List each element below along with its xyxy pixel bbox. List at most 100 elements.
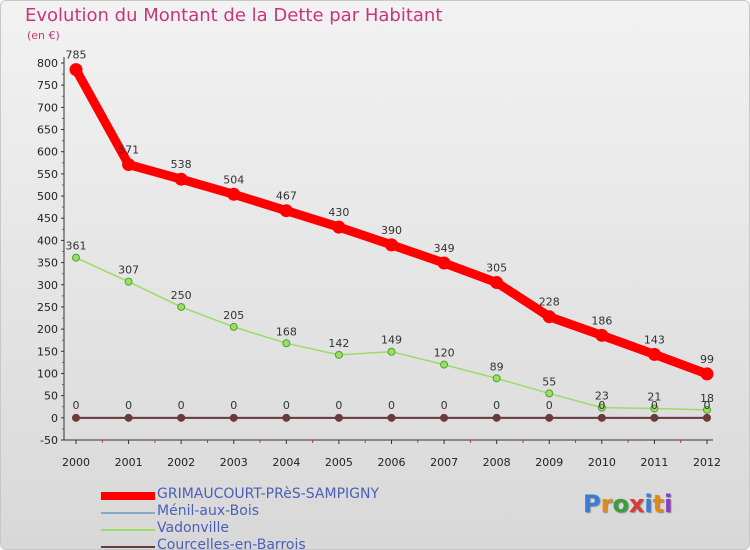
data-point	[282, 339, 291, 348]
data-label: 0	[73, 399, 80, 412]
data-point	[229, 413, 238, 422]
legend-swatch	[101, 546, 155, 548]
y-tick-label: 300	[37, 279, 58, 292]
data-point	[72, 253, 80, 262]
data-label: 228	[539, 296, 560, 309]
data-point	[545, 413, 554, 422]
data-label: 0	[651, 399, 658, 412]
y-unit-label: (en €)	[27, 29, 60, 42]
x-tick-label: 2005	[325, 456, 353, 469]
chart-title: Evolution du Montant de la Dette par Hab…	[25, 5, 443, 26]
legend-swatch	[101, 492, 155, 500]
data-label: 142	[328, 337, 349, 350]
x-tick-label: 2009	[535, 456, 563, 469]
data-label: 186	[591, 314, 612, 327]
x-tick-label: 2007	[430, 456, 458, 469]
data-label: 305	[486, 262, 507, 275]
data-point	[124, 413, 133, 422]
data-point	[595, 328, 609, 342]
x-tick-label: 2003	[220, 456, 248, 469]
data-point	[72, 413, 80, 422]
data-label: 467	[276, 190, 297, 203]
data-label: 250	[171, 289, 192, 302]
data-point	[387, 413, 396, 422]
legend-label: Vadonville	[157, 520, 229, 536]
y-tick-label: 500	[37, 190, 58, 203]
logo-letter: i	[644, 490, 653, 518]
data-label: 0	[178, 399, 185, 412]
x-tick-label: 2000	[62, 456, 90, 469]
data-label: 361	[66, 240, 87, 253]
data-label: 0	[441, 399, 448, 412]
series-line-0	[71, 65, 712, 379]
x-tick-label: 2001	[115, 456, 143, 469]
y-tick-label: 600	[37, 146, 58, 159]
data-point	[437, 256, 451, 270]
data-point	[545, 389, 554, 398]
data-point	[385, 238, 398, 252]
data-point	[177, 302, 186, 311]
data-label: 0	[335, 399, 342, 412]
data-point	[124, 277, 133, 286]
legend-label: Ménil-aux-Bois	[157, 503, 260, 519]
y-tick-label: 650	[37, 124, 58, 137]
data-point	[227, 187, 241, 201]
y-tick-label: 350	[37, 257, 58, 270]
y-tick-label: 800	[37, 57, 58, 70]
data-point	[700, 367, 714, 381]
data-label: 0	[125, 399, 132, 412]
proxiti-logo: Proxiti	[583, 490, 672, 518]
logo-letter: P	[583, 490, 601, 518]
x-tick-label: 2008	[483, 456, 511, 469]
logo-letter: o	[612, 490, 629, 518]
data-point	[490, 276, 504, 290]
data-label: 538	[171, 158, 192, 171]
y-tick-label: 700	[37, 101, 58, 114]
data-label: 0	[704, 399, 711, 412]
data-label: 89	[490, 360, 504, 373]
data-point	[440, 360, 449, 369]
data-point	[334, 350, 343, 359]
data-point	[334, 413, 343, 422]
legend-swatch	[101, 529, 155, 531]
x-tick-label: 2010	[588, 456, 616, 469]
data-label: 785	[66, 49, 87, 62]
data-label: 55	[542, 375, 556, 388]
data-point	[542, 310, 556, 324]
data-point	[492, 374, 501, 383]
data-label: 23	[595, 390, 609, 403]
y-tick-label: 250	[37, 301, 58, 314]
data-label: 21	[647, 391, 661, 404]
y-tick-label: 200	[37, 323, 58, 336]
data-label: 120	[434, 347, 455, 360]
legend-swatch	[101, 512, 155, 514]
data-label: 99	[700, 353, 714, 366]
data-label: 0	[546, 399, 553, 412]
data-point	[647, 347, 661, 361]
logo-letter: t	[652, 490, 665, 518]
data-label: 0	[598, 399, 605, 412]
data-point	[174, 172, 188, 186]
y-tick-label: 50	[44, 390, 58, 403]
y-tick-label: 400	[37, 234, 58, 247]
data-label: 504	[223, 173, 244, 186]
legend-label: Courcelles-en-Barrois	[157, 537, 306, 550]
y-tick-label: 0	[51, 412, 58, 425]
x-tick-label: 2006	[378, 456, 406, 469]
x-tick-label: 2012	[693, 456, 721, 469]
data-label: 571	[118, 144, 139, 157]
data-label: 18	[700, 392, 714, 405]
data-point	[69, 63, 83, 77]
data-point	[597, 413, 606, 422]
x-tick-label: 2011	[640, 456, 668, 469]
data-point	[387, 347, 396, 356]
data-label: 0	[230, 399, 237, 412]
data-point	[122, 158, 136, 172]
data-point	[332, 220, 346, 234]
legend-label: GRIMAUCOURT-PRèS-SAMPIGNY	[157, 486, 380, 502]
logo-letter: r	[600, 490, 613, 518]
data-point	[597, 403, 606, 412]
data-point	[177, 413, 186, 422]
